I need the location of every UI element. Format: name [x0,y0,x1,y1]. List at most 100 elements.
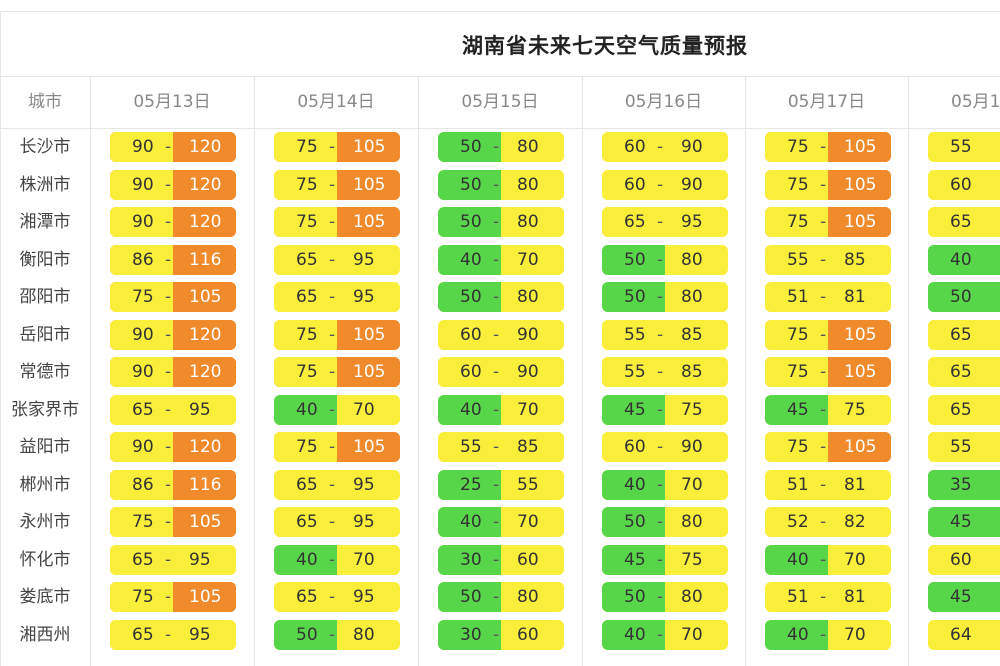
aqi-low-value: 90 [110,207,173,237]
aqi-high-value: -60 [493,544,564,575]
aqi-high-value: -105 [820,132,891,162]
aqi-high-text: 95 [353,287,375,307]
aqi-low-value: 55 [438,432,501,462]
aqi-low-value: 45 [928,582,991,612]
column-divider [908,76,909,666]
city-name: 株洲市 [19,174,71,195]
aqi-low-value: 50 [602,244,665,275]
aqi-range-cell: 52-82 [765,507,891,537]
aqi-high-value: -85 [493,432,564,462]
aqi-high-value: -95 [329,582,400,612]
aqi-low-value: 50 [928,282,991,312]
aqi-high-text: 80 [681,512,703,532]
aqi-high-value: -105 [820,207,891,237]
aqi-high-text: 105 [353,324,386,345]
aqi-range-cell: 40-70 [438,394,564,425]
aqi-low-value: 51 [765,582,828,612]
range-separator: - [657,587,664,607]
aqi-high-text: 75 [681,549,703,570]
aqi-low-value: 75 [274,432,337,462]
aqi-range-cell: 65-95 [274,469,400,500]
aqi-low-value: 75 [110,282,173,312]
range-separator: - [493,624,500,645]
aqi-low-value: 40 [438,244,501,275]
aqi-high-text: 120 [189,174,222,195]
aqi-high-value: -105 [329,207,400,237]
aqi-high-text: 120 [189,137,222,157]
aqi-low-value: 40 [274,394,337,425]
aqi-high-value: -95 [329,507,400,537]
aqi-low-value: 25 [438,469,501,500]
aqi-high-text: 70 [517,512,539,532]
range-separator: - [820,474,827,495]
range-separator: - [493,512,500,532]
aqi-low-value: 75 [274,207,337,237]
aqi-high-value: -116 [165,244,236,275]
aqi-low-value: 40 [274,544,337,575]
aqi-high-value: -80 [657,244,728,275]
range-separator: - [329,287,336,307]
range-separator: - [165,362,172,382]
aqi-low-value: 55 [928,432,991,462]
aqi-high-text: 80 [517,174,539,195]
aqi-high-text: 80 [681,249,703,270]
aqi-low-value: 55 [928,132,991,162]
city-name: 邵阳市 [19,287,71,307]
range-separator: - [657,137,664,157]
aqi-high-text: 85 [844,249,866,270]
aqi-low-value: 75 [765,319,828,350]
city-name: 衡阳市 [19,249,71,270]
aqi-low-value: 75 [765,132,828,162]
page-title: 湖南省未来七天空气质量预报 [462,34,748,58]
aqi-low-value: 75 [274,169,337,200]
aqi-range-cell: 45 [928,507,1000,537]
aqi-high-text: 90 [681,437,703,457]
aqi-range-cell: 55-85 [438,432,564,462]
aqi-high-text: 60 [517,624,539,645]
aqi-range-cell: 35 [928,469,1000,500]
aqi-high-text: 85 [681,362,703,382]
range-separator: - [329,362,336,382]
aqi-range-cell: 51-81 [765,282,891,312]
aqi-low-value: 65 [274,507,337,537]
aqi-range-cell: 75-105 [765,357,891,387]
range-separator: - [493,437,500,457]
range-separator: - [493,549,500,570]
aqi-high-value: -90 [657,132,728,162]
aqi-low-value: 75 [274,132,337,162]
aqi-high-text: 105 [353,137,386,157]
aqi-high-text: 105 [353,437,386,457]
range-separator: - [165,324,172,345]
range-separator: - [657,474,664,495]
aqi-range-cell: 75-105 [274,169,400,200]
aqi-range-cell: 45-75 [602,394,728,425]
range-separator: - [493,474,500,495]
aqi-low-value: 35 [928,469,991,500]
aqi-range-cell: 50-80 [274,619,400,650]
aqi-range-cell: 50-80 [602,582,728,612]
aqi-range-cell: 90-120 [110,132,236,162]
aqi-low-value: 50 [602,582,665,612]
aqi-high-value: -81 [820,282,891,312]
aqi-low-value: 51 [765,469,828,500]
aqi-low-value: 40 [602,469,665,500]
range-separator: - [657,324,664,345]
range-separator: - [657,549,664,570]
range-separator: - [657,249,664,270]
aqi-high-text: 105 [844,174,877,195]
range-separator: - [820,399,827,420]
aqi-range-cell: 50 [928,282,1000,312]
aqi-low-value: 50 [438,132,501,162]
header-date: 05月13日 [133,92,211,112]
aqi-high-value: -95 [165,619,236,650]
range-separator: - [165,587,172,607]
aqi-high-value: -105 [820,432,891,462]
aqi-range-cell: 75-105 [765,132,891,162]
aqi-high-value: -81 [820,582,891,612]
aqi-low-value: 90 [110,169,173,200]
aqi-high-text: 116 [189,249,222,270]
range-separator: - [493,324,500,345]
aqi-low-value: 45 [602,544,665,575]
aqi-range-cell: 55 [928,432,1000,462]
